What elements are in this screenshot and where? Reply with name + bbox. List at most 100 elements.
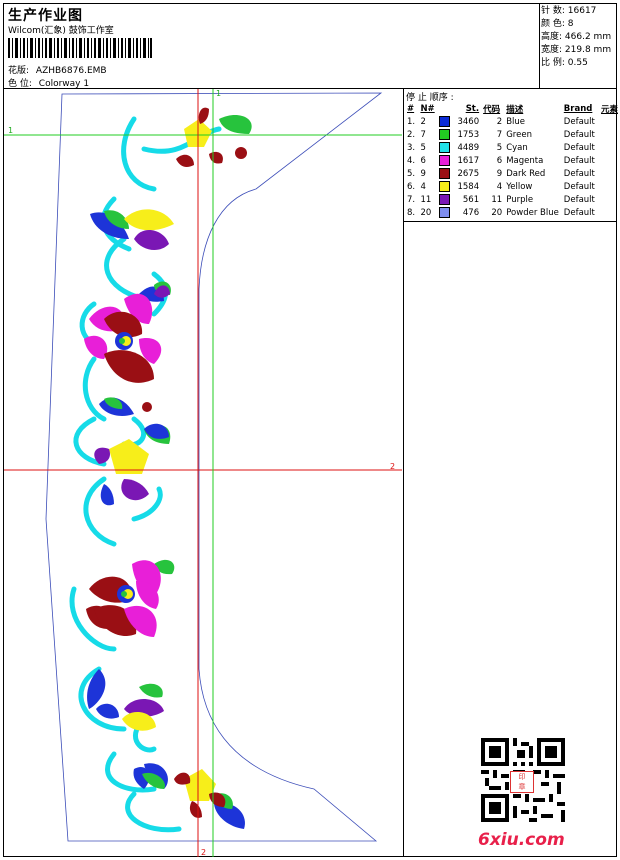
- cell-element: [599, 154, 620, 167]
- flower-upper-large: [84, 293, 162, 383]
- cell-desc: Blue: [506, 116, 526, 127]
- color-swatch: [438, 194, 450, 205]
- cell-stitches: 1617: [457, 155, 480, 166]
- guide-label-v2: 2: [201, 848, 206, 857]
- cell-code: 9: [496, 168, 503, 179]
- color-swatch: [438, 142, 450, 153]
- stop-sequence-title: 停 止 顺序 :: [406, 93, 454, 103]
- table-header-row: # N# St. 代码 描述 Brand 元素: [405, 102, 620, 115]
- cell-stitches: 4489: [457, 142, 480, 153]
- studio-name: Wilcom(汇象) 鼓饰工作室: [8, 26, 114, 36]
- design-value: AZHB6876.EMB: [35, 66, 107, 76]
- cell-stitches: 476: [462, 207, 480, 218]
- cell-element: [599, 193, 620, 206]
- watermark-logo: 6xiu.com: [478, 830, 565, 850]
- stats-divider: [539, 3, 540, 89]
- col-idx: #: [407, 103, 415, 114]
- color-swatch: [438, 129, 450, 140]
- col-desc: 描述: [506, 104, 524, 115]
- cell-brand: Default: [563, 168, 595, 179]
- guide-label-h1: 1: [8, 126, 13, 135]
- guide-label-h2: 2: [390, 462, 395, 471]
- cell-brand: Default: [563, 181, 595, 192]
- cell-code: 11: [491, 194, 503, 205]
- table-row: 7. 11 561 11 Purple Default: [405, 193, 620, 206]
- cell-brand: Default: [563, 129, 595, 140]
- cell-idx: 7.: [407, 194, 416, 205]
- design-canvas: 1 2 1 2: [4, 89, 402, 857]
- stat-width: 宽度: 219.8 mm: [541, 45, 612, 55]
- cell-stitches: 1753: [457, 129, 480, 140]
- barcode: [8, 38, 152, 58]
- color-swatch: [438, 116, 450, 127]
- cell-idx: 4.: [407, 155, 416, 166]
- cell-needle: 7: [420, 129, 426, 140]
- cell-desc: Dark Red: [506, 168, 546, 179]
- color-swatch: [438, 155, 450, 166]
- cell-element: [599, 115, 620, 128]
- stat-stitches: 针 数: 16617: [541, 6, 597, 16]
- cell-idx: 6.: [407, 181, 416, 192]
- cell-code: 6: [496, 155, 503, 166]
- table-row: 4. 6 1617 6 Magenta Default: [405, 154, 620, 167]
- cell-code: 4: [496, 181, 503, 192]
- flower-lower-large: [86, 560, 161, 637]
- col-element: 元素: [600, 104, 618, 115]
- cell-code: 20: [491, 207, 503, 218]
- cell-element: [599, 206, 620, 219]
- cell-stitches: 3460: [457, 116, 480, 127]
- header-divider: [3, 88, 617, 89]
- table-row: 8. 20 476 20 Powder Blue Default: [405, 206, 620, 219]
- design-label: 花版:: [8, 66, 30, 76]
- cell-needle: 4: [420, 181, 426, 192]
- color-swatch: [438, 181, 450, 192]
- flower-center-yellow: [94, 402, 169, 506]
- cell-needle: 2: [420, 116, 426, 127]
- cell-swatch: [437, 115, 453, 128]
- cell-brand: Default: [563, 194, 595, 205]
- color-swatch: [438, 168, 450, 179]
- cell-needle: 9: [420, 168, 426, 179]
- cell-idx: 3.: [407, 142, 416, 153]
- cell-desc: Magenta: [506, 155, 544, 166]
- cell-desc: Yellow: [506, 181, 533, 192]
- col-swatch: [437, 102, 453, 115]
- design-file: 花版: AZHB6876.EMB: [8, 63, 107, 76]
- table-row: 6. 4 1584 4 Yellow Default: [405, 180, 620, 193]
- cell-stitches: 2675: [457, 168, 480, 179]
- cell-stitches: 561: [462, 194, 480, 205]
- page-title: 生产作业图: [8, 8, 83, 24]
- table-row: 1. 2 3460 2 Blue Default: [405, 115, 620, 128]
- cell-brand: Default: [563, 207, 595, 218]
- cell-code: 5: [496, 142, 503, 153]
- col-code: 代码: [483, 104, 501, 115]
- cell-swatch: [437, 141, 453, 154]
- cell-brand: Default: [563, 116, 595, 127]
- cell-idx: 5.: [407, 168, 416, 179]
- cell-element: [599, 167, 620, 180]
- cell-swatch: [437, 167, 453, 180]
- design-stats: 针 数: 16617 颜 色: 8 高度: 466.2 mm 宽度: 219.8…: [541, 5, 611, 70]
- stat-colors: 颜 色: 8: [541, 19, 574, 29]
- col-stitches: St.: [465, 103, 480, 114]
- flower-bottom-corner: [174, 769, 226, 818]
- cell-desc: Cyan: [506, 142, 528, 153]
- cell-swatch: [437, 180, 453, 193]
- stat-height: 高度: 466.2 mm: [541, 32, 612, 42]
- cell-code: 2: [496, 116, 503, 127]
- cell-idx: 8.: [407, 207, 416, 218]
- cell-desc: Purple: [506, 194, 534, 205]
- cell-needle: 5: [420, 142, 426, 153]
- col-brand: Brand: [563, 103, 593, 114]
- table-divider: [403, 221, 617, 222]
- cell-element: [599, 180, 620, 193]
- col-needle: N#: [420, 103, 435, 114]
- canvas-divider: [403, 88, 404, 857]
- cell-brand: Default: [563, 155, 595, 166]
- cell-idx: 1.: [407, 116, 416, 127]
- vine-stems: [69, 116, 222, 833]
- stat-scale: 比 例: 0.55: [541, 58, 588, 68]
- colorway-value: Colorway 1: [38, 79, 90, 89]
- cell-desc: Powder Blue: [506, 207, 559, 218]
- cell-code: 7: [496, 129, 503, 140]
